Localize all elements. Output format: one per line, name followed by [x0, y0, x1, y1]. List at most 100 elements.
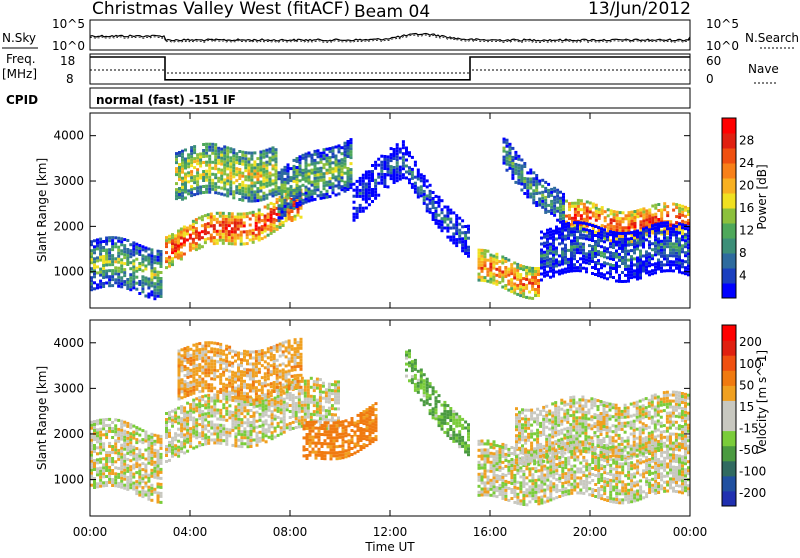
heat-cell: [610, 227, 613, 230]
heat-cell: [120, 240, 123, 243]
heat-cell: [192, 356, 195, 359]
heat-cell: [300, 344, 303, 347]
heat-cell: [147, 284, 150, 287]
heat-cell: [411, 174, 414, 177]
heat-cell: [160, 253, 163, 256]
heat-cell: [264, 351, 267, 354]
heat-cell: [284, 181, 287, 184]
heat-cell: [622, 211, 625, 214]
heat-cell: [337, 407, 340, 410]
heat-cell: [192, 417, 195, 420]
heat-cell: [207, 356, 210, 359]
heat-cell: [222, 236, 225, 239]
heat-cell: [446, 224, 449, 227]
heat-cell: [353, 195, 356, 198]
heat-cell: [105, 436, 108, 439]
heat-cell: [189, 243, 192, 246]
heat-cell: [195, 427, 198, 430]
heat-cell: [174, 249, 177, 252]
heat-cell: [93, 248, 96, 251]
heat-cell: [654, 250, 657, 253]
heat-cell: [336, 454, 339, 457]
heat-cell: [675, 264, 678, 267]
heat-cell: [204, 359, 207, 362]
heat-cell: [537, 285, 540, 288]
heat-cell: [414, 188, 417, 191]
heat-cell: [174, 252, 177, 255]
heat-cell: [383, 185, 386, 188]
heat-cell: [111, 484, 114, 487]
heat-cell: [220, 175, 223, 178]
heat-cell: [225, 369, 228, 372]
heat-cell: [432, 215, 435, 218]
heat-cell: [552, 275, 555, 278]
heat-cell: [183, 244, 186, 247]
heat-cell: [531, 270, 534, 273]
heat-cell: [255, 356, 258, 359]
heat-cell: [132, 425, 135, 428]
heat-cell: [105, 430, 108, 433]
heat-cell: [556, 198, 559, 201]
heat-cell: [328, 401, 331, 404]
heat-cell: [93, 239, 96, 242]
heat-cell: [195, 346, 198, 349]
heat-cell: [387, 185, 390, 188]
heat-cell: [204, 365, 207, 368]
heat-cell: [117, 237, 120, 240]
heat-cell: [666, 260, 669, 263]
heat-cell: [585, 261, 588, 264]
heat-cell: [168, 256, 171, 259]
heat-cell: [201, 215, 204, 218]
heat-cell: [204, 427, 207, 430]
heat-cell: [657, 241, 660, 244]
heat-cell: [111, 472, 114, 475]
heat-cell: [597, 226, 600, 229]
heat-cell: [261, 382, 264, 385]
heat-cell: [299, 197, 302, 200]
heat-cell: [615, 262, 618, 265]
heat-cell: [216, 354, 219, 357]
heat-cell: [307, 416, 310, 419]
heat-cell: [99, 247, 102, 250]
heat-cell: [591, 239, 594, 242]
heat-cell: [285, 370, 288, 373]
heat-cell: [181, 183, 184, 186]
heat-cell: [222, 242, 225, 245]
heat-cell: [99, 479, 102, 482]
heat-cell: [193, 175, 196, 178]
heat-cell: [267, 356, 270, 359]
heat-cell: [595, 204, 598, 207]
heat-cell: [642, 222, 645, 225]
heat-cell: [553, 211, 556, 214]
heat-cell: [208, 158, 211, 161]
heat-cell: [356, 195, 359, 198]
heat-cell: [275, 178, 278, 181]
heat-cell: [165, 424, 168, 427]
heat-cell: [565, 215, 568, 218]
heat-cell: [243, 380, 246, 383]
heat-cell: [160, 438, 163, 441]
heat-cell: [153, 443, 156, 446]
heat-cell: [307, 386, 310, 389]
heat-cell: [234, 438, 237, 441]
heat-cell: [489, 281, 492, 284]
heat-cell: [228, 346, 231, 349]
heat-cell: [241, 181, 244, 184]
heat-cell: [96, 419, 99, 422]
heat-cell: [168, 414, 171, 417]
heat-cell: [645, 271, 648, 274]
heat-cell: [202, 179, 205, 182]
heat-cell: [204, 238, 207, 241]
heat-cell: [261, 352, 264, 355]
heat-cell: [314, 180, 317, 183]
heat-cell: [300, 356, 303, 359]
heat-cell: [607, 226, 610, 229]
heat-cell: [219, 439, 222, 442]
heat-cell: [102, 249, 105, 252]
heat-cell: [111, 263, 114, 266]
heat-cell: [181, 360, 184, 363]
heat-cell: [250, 173, 253, 176]
heat-cell: [511, 162, 514, 165]
heat-cell: [615, 268, 618, 271]
heat-cell: [333, 445, 336, 448]
